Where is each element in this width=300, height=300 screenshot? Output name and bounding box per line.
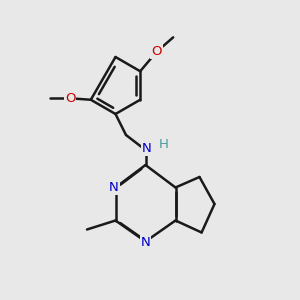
Text: N: N — [141, 236, 150, 249]
Text: N: N — [142, 142, 152, 155]
Text: H: H — [159, 138, 169, 151]
Text: N: N — [109, 181, 119, 194]
Text: O: O — [152, 45, 162, 58]
Text: O: O — [65, 92, 75, 105]
